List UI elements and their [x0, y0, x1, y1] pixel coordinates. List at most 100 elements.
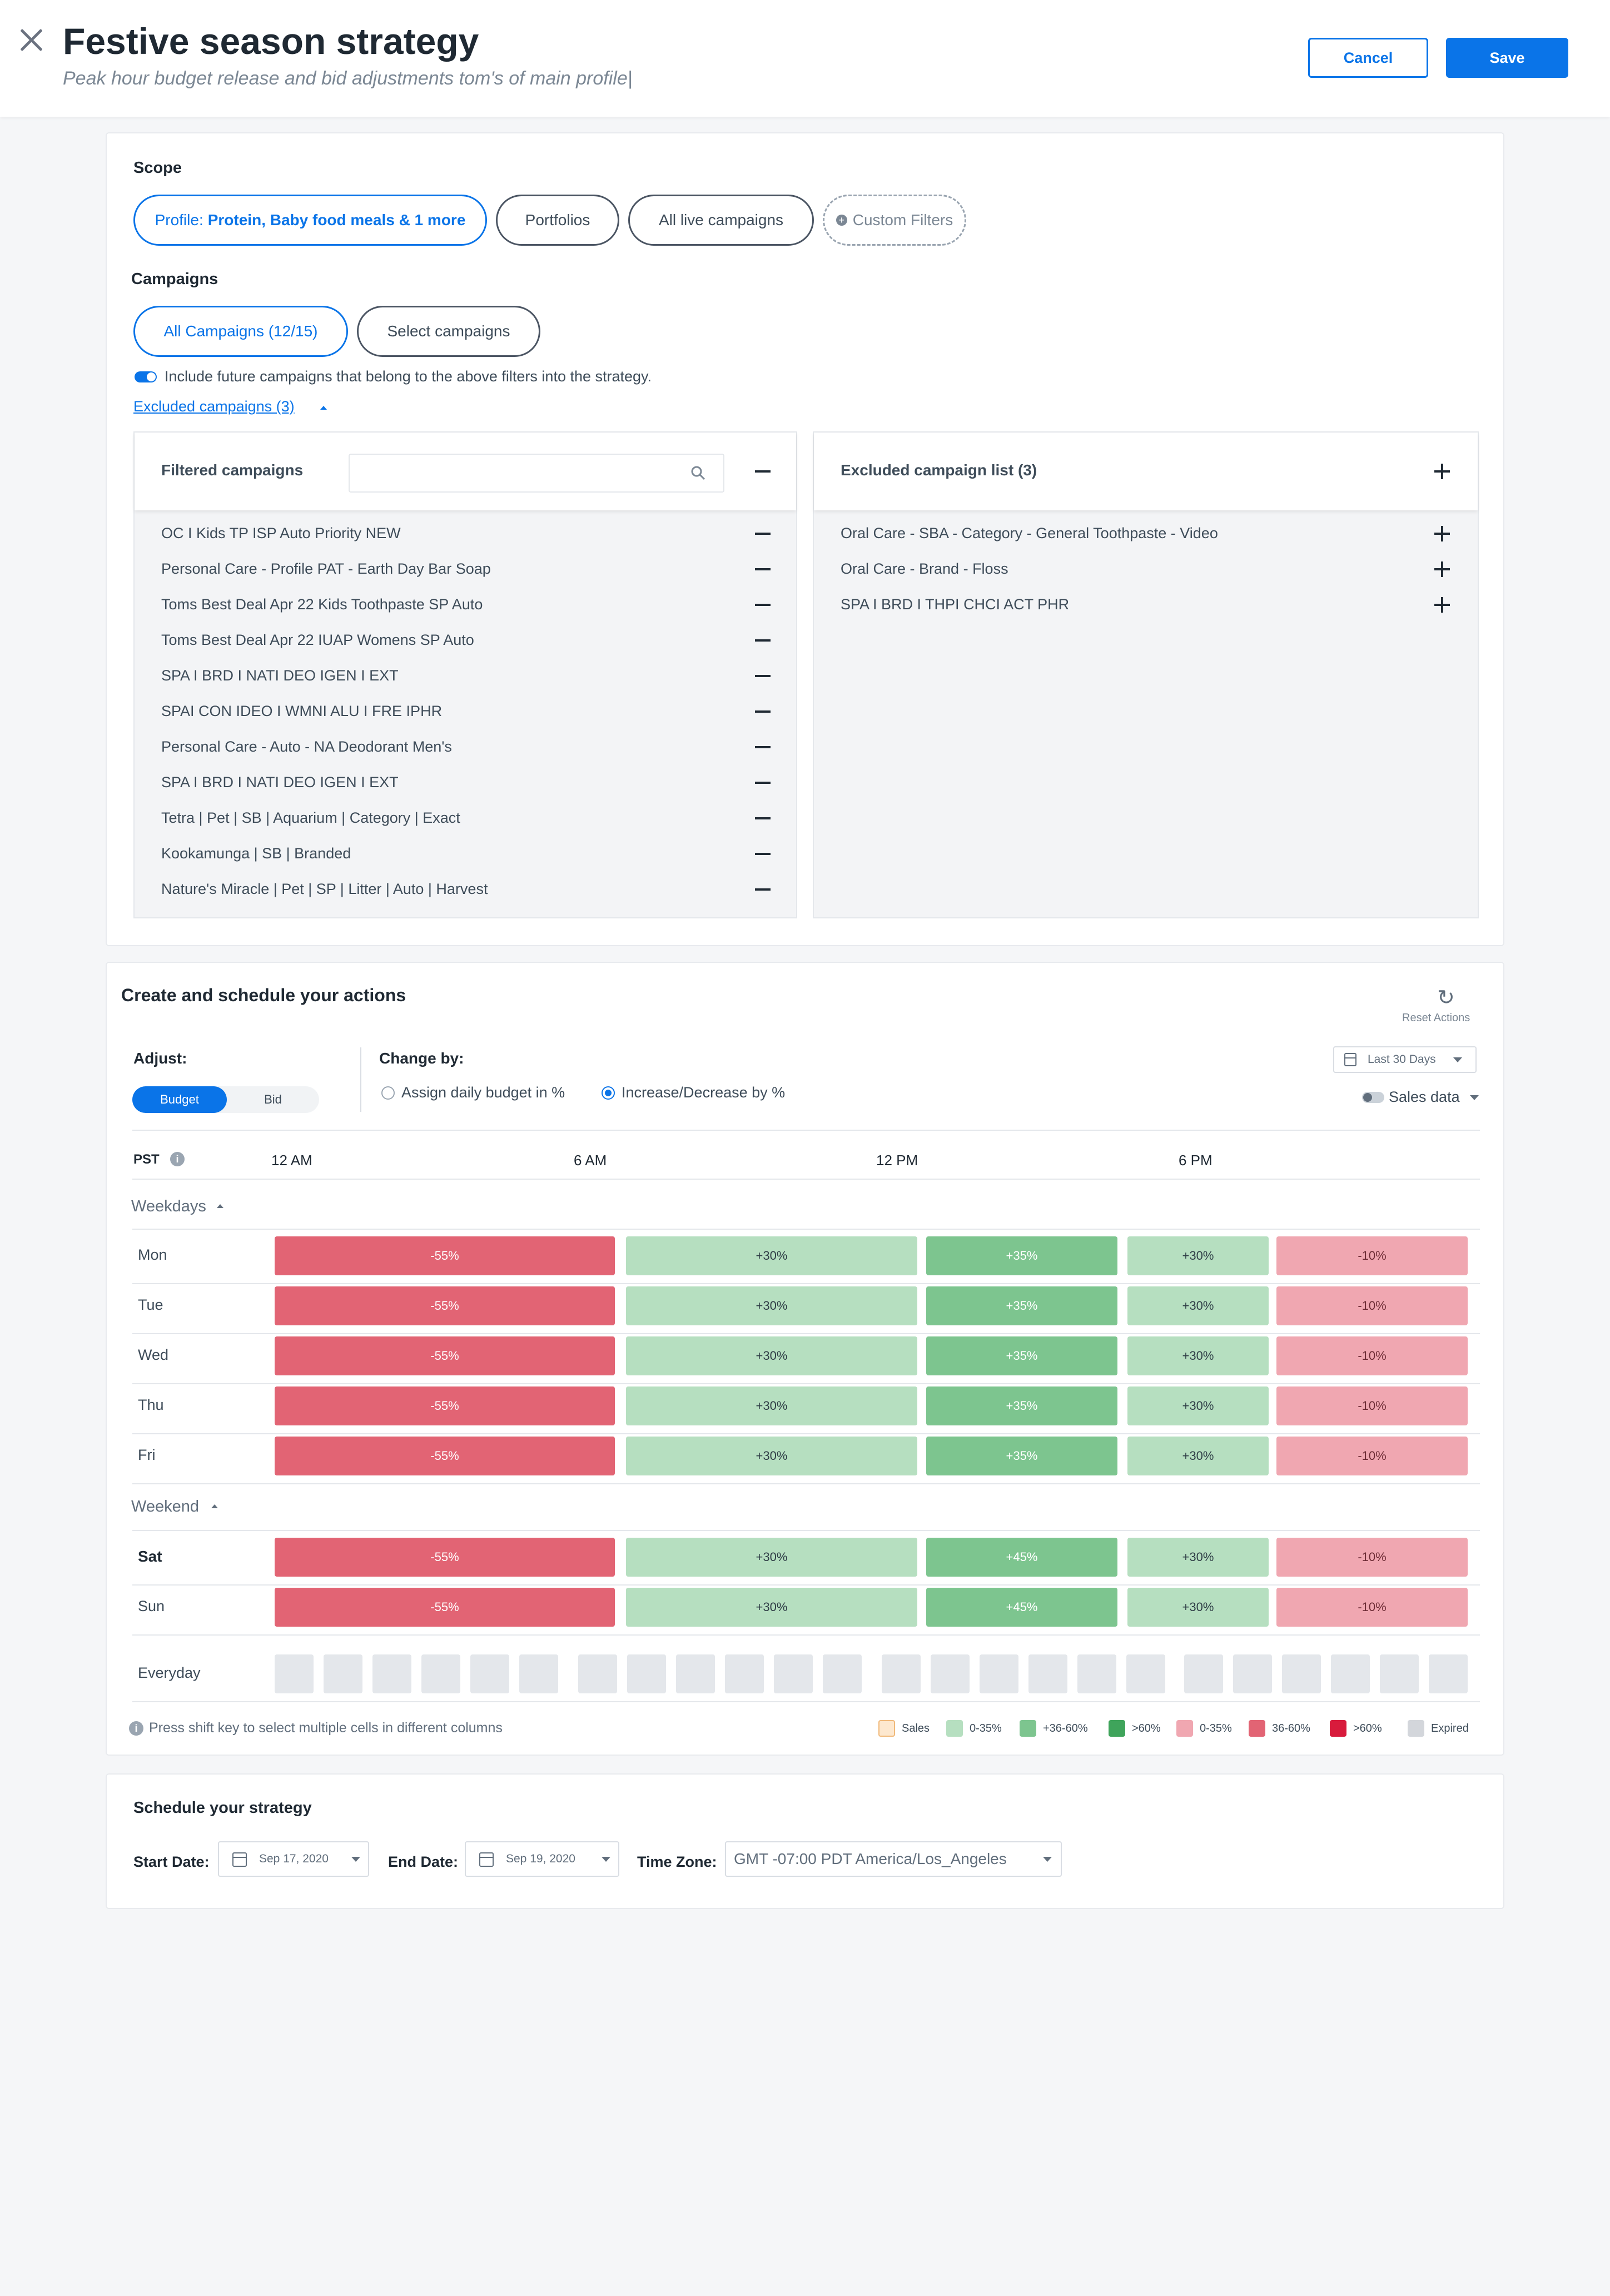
remove-minus-icon[interactable] — [755, 604, 771, 606]
add-plus-icon[interactable] — [1434, 597, 1450, 613]
remove-minus-icon[interactable] — [755, 746, 771, 748]
select-campaigns-pill[interactable]: Select campaigns — [357, 306, 540, 357]
empty-hour-cell[interactable] — [470, 1654, 509, 1693]
schedule-cell[interactable]: +30% — [1127, 1336, 1269, 1375]
empty-hour-cell[interactable] — [578, 1654, 617, 1693]
adjust-bid-option[interactable]: Bid — [264, 1092, 282, 1106]
adjust-segmented-control[interactable]: Budget Bid — [132, 1086, 319, 1113]
schedule-cell[interactable]: +30% — [1127, 1437, 1269, 1475]
schedule-cell[interactable]: +30% — [626, 1386, 917, 1425]
excluded-campaigns-link[interactable]: Excluded campaigns (3) — [133, 398, 295, 415]
empty-hour-cell[interactable] — [519, 1654, 558, 1693]
adjust-budget-option[interactable]: Budget — [132, 1086, 227, 1113]
save-button[interactable]: Save — [1446, 38, 1568, 78]
empty-hour-cell[interactable] — [1233, 1654, 1272, 1693]
reset-actions-label[interactable]: Reset Actions — [1402, 1012, 1470, 1024]
empty-hour-cell[interactable] — [372, 1654, 411, 1693]
schedule-cell[interactable]: +30% — [626, 1538, 917, 1577]
schedule-cell[interactable]: +30% — [626, 1588, 917, 1627]
schedule-cell[interactable]: +30% — [626, 1286, 917, 1325]
empty-hour-cell[interactable] — [1126, 1654, 1165, 1693]
weekdays-group-label[interactable]: Weekdays — [131, 1197, 206, 1215]
all-campaigns-pill[interactable]: All Campaigns (12/15) — [133, 306, 348, 357]
empty-hour-cell[interactable] — [1380, 1654, 1419, 1693]
weekend-group-label[interactable]: Weekend — [131, 1498, 199, 1515]
remove-minus-icon[interactable] — [755, 675, 771, 677]
remove-minus-icon[interactable] — [755, 639, 771, 642]
end-date-field[interactable]: Sep 19, 2020 — [465, 1841, 619, 1877]
remove-minus-icon[interactable] — [755, 533, 771, 535]
scope-portfolios-pill[interactable]: Portfolios — [496, 195, 619, 246]
scope-profile-pill[interactable]: Profile: Protein, Baby food meals & 1 mor… — [133, 195, 487, 246]
schedule-cell[interactable]: -10% — [1276, 1437, 1468, 1475]
schedule-cell[interactable]: -55% — [275, 1588, 615, 1627]
schedule-cell[interactable]: +30% — [1127, 1386, 1269, 1425]
empty-hour-cell[interactable] — [725, 1654, 764, 1693]
schedule-cell[interactable]: -10% — [1276, 1336, 1468, 1375]
schedule-cell[interactable]: +35% — [926, 1336, 1117, 1375]
empty-hour-cell[interactable] — [1184, 1654, 1223, 1693]
schedule-cell[interactable]: +30% — [626, 1236, 917, 1275]
radio-assign-daily[interactable] — [381, 1086, 395, 1100]
schedule-cell[interactable]: +35% — [926, 1437, 1117, 1475]
schedule-cell[interactable]: +30% — [1127, 1538, 1269, 1577]
date-range-dropdown[interactable]: Last 30 Days — [1333, 1046, 1477, 1073]
schedule-cell[interactable]: +45% — [926, 1538, 1117, 1577]
empty-hour-cell[interactable] — [1028, 1654, 1067, 1693]
start-date-field[interactable]: Sep 17, 2020 — [218, 1841, 369, 1877]
empty-hour-cell[interactable] — [1077, 1654, 1116, 1693]
schedule-cell[interactable]: +35% — [926, 1386, 1117, 1425]
add-all-plus-icon[interactable] — [1434, 464, 1450, 479]
radio-increase-decrease[interactable] — [602, 1086, 615, 1100]
remove-minus-icon[interactable] — [755, 817, 771, 819]
empty-hour-cell[interactable] — [676, 1654, 715, 1693]
schedule-cell[interactable]: -10% — [1276, 1588, 1468, 1627]
schedule-cell[interactable]: +30% — [626, 1336, 917, 1375]
schedule-cell[interactable]: +35% — [926, 1286, 1117, 1325]
schedule-cell[interactable]: +45% — [926, 1588, 1117, 1627]
schedule-cell[interactable]: +35% — [926, 1236, 1117, 1275]
empty-hour-cell[interactable] — [882, 1654, 921, 1693]
campaign-search-input[interactable] — [349, 454, 724, 493]
custom-filters-pill[interactable]: + Custom Filters — [823, 195, 966, 246]
schedule-cell[interactable]: -55% — [275, 1336, 615, 1375]
add-plus-icon[interactable] — [1434, 526, 1450, 541]
empty-hour-cell[interactable] — [324, 1654, 362, 1693]
sales-data-toggle[interactable] — [1362, 1092, 1384, 1103]
empty-hour-cell[interactable] — [980, 1654, 1018, 1693]
remove-minus-icon[interactable] — [755, 853, 771, 855]
close-icon[interactable] — [16, 24, 47, 56]
schedule-cell[interactable]: -55% — [275, 1386, 615, 1425]
schedule-cell[interactable]: -10% — [1276, 1386, 1468, 1425]
schedule-cell[interactable]: +30% — [1127, 1286, 1269, 1325]
empty-hour-cell[interactable] — [774, 1654, 813, 1693]
empty-hour-cell[interactable] — [1282, 1654, 1321, 1693]
schedule-cell[interactable]: -55% — [275, 1286, 615, 1325]
schedule-cell[interactable]: -55% — [275, 1437, 615, 1475]
schedule-cell[interactable]: -10% — [1276, 1236, 1468, 1275]
include-future-toggle[interactable] — [135, 371, 157, 382]
remove-minus-icon[interactable] — [755, 710, 771, 713]
scope-all-live-pill[interactable]: All live campaigns — [628, 195, 814, 246]
collapse-minus-icon[interactable] — [755, 470, 771, 473]
remove-minus-icon[interactable] — [755, 782, 771, 784]
empty-hour-cell[interactable] — [627, 1654, 666, 1693]
sales-data-label[interactable]: Sales data — [1389, 1089, 1460, 1105]
reset-icon[interactable]: ↻ — [1437, 986, 1455, 1010]
schedule-cell[interactable]: +30% — [1127, 1236, 1269, 1275]
empty-hour-cell[interactable] — [421, 1654, 460, 1693]
cancel-button[interactable]: Cancel — [1308, 38, 1428, 78]
remove-minus-icon[interactable] — [755, 888, 771, 891]
time-zone-select[interactable]: GMT -07:00 PDT America/Los_Angeles — [725, 1841, 1062, 1877]
empty-hour-cell[interactable] — [1429, 1654, 1468, 1693]
schedule-cell[interactable]: -55% — [275, 1538, 615, 1577]
empty-hour-cell[interactable] — [1331, 1654, 1370, 1693]
schedule-cell[interactable]: -55% — [275, 1236, 615, 1275]
remove-minus-icon[interactable] — [755, 568, 771, 570]
schedule-cell[interactable]: +30% — [626, 1437, 917, 1475]
page-subtitle[interactable]: Peak hour budget release and bid adjustm… — [63, 68, 633, 89]
schedule-cell[interactable]: -10% — [1276, 1286, 1468, 1325]
schedule-cell[interactable]: -10% — [1276, 1538, 1468, 1577]
empty-hour-cell[interactable] — [823, 1654, 862, 1693]
empty-hour-cell[interactable] — [275, 1654, 314, 1693]
